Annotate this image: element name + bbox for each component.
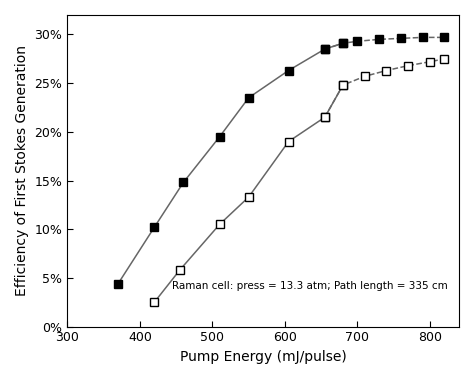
X-axis label: Pump Energy (mJ/pulse): Pump Energy (mJ/pulse) — [180, 350, 346, 364]
Y-axis label: Efficiency of First Stokes Generation: Efficiency of First Stokes Generation — [15, 45, 29, 296]
Text: Raman cell: press = 13.3 atm; Path length = 335 cm: Raman cell: press = 13.3 atm; Path lengt… — [172, 281, 448, 291]
